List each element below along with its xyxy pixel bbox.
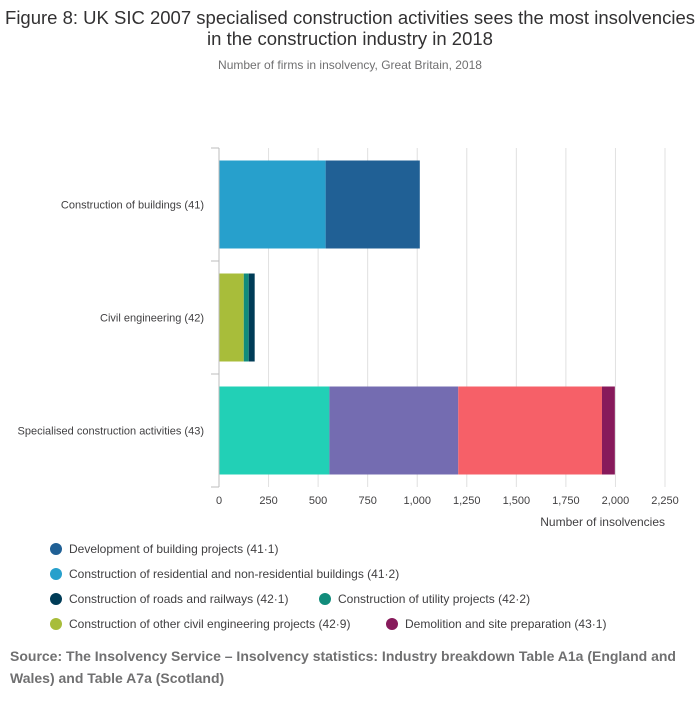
x-tick-label: 1,250	[453, 495, 481, 507]
legend-item: Construction of roads and railways (42·1…	[50, 592, 288, 606]
bar-segment	[325, 160, 420, 249]
legend-label: Construction of utility projects (42·2)	[338, 592, 531, 606]
legend-label: Construction of roads and railways (42·1…	[69, 592, 289, 606]
bar-segment	[329, 386, 459, 475]
bar-segment	[458, 386, 602, 475]
legend-dot	[386, 618, 398, 630]
category-label: Civil engineering (42)	[100, 313, 204, 325]
chart-subtitle: Number of firms in insolvency, Great Bri…	[218, 58, 482, 72]
bar-segment	[601, 386, 615, 475]
x-axis-title: Number of insolvencies	[540, 515, 665, 529]
x-tick-label: 500	[309, 495, 327, 507]
legend-label: Construction of residential and non-resi…	[69, 567, 400, 581]
x-tick-label: 1,000	[403, 495, 431, 507]
legend-dot	[50, 618, 62, 630]
source-note: Source: The Insolvency Service – Insolve…	[10, 648, 676, 686]
legend-dot	[50, 593, 62, 605]
legend-item: Construction of residential and non-resi…	[50, 567, 399, 581]
bar-segment	[219, 273, 244, 362]
x-tick-label: 1,750	[552, 495, 580, 507]
legend-dot	[50, 568, 62, 580]
x-tick-label: 250	[259, 495, 277, 507]
bar-segment	[219, 386, 330, 475]
x-tick-label: 2,250	[651, 495, 679, 507]
category-label: Specialised construction activities (43)	[18, 426, 204, 438]
legend-dot	[50, 543, 62, 555]
legend-label: Construction of other civil engineering …	[69, 617, 351, 631]
legend-label: Development of building projects (41·1)	[69, 542, 279, 556]
legend-dot	[319, 593, 331, 605]
chart-area: Construction of buildings (41) Civil engi…	[18, 147, 679, 529]
bar-segment	[219, 160, 326, 249]
legend-item: Construction of utility projects (42·2)	[319, 592, 530, 606]
chart-title: Figure 8: UK SIC 2007 specialised constr…	[5, 7, 695, 49]
x-tick-label: 750	[358, 495, 376, 507]
bar-segment	[243, 273, 249, 362]
x-tick-label: 2,000	[602, 495, 630, 507]
x-tick-label: 0	[216, 495, 222, 507]
legend-item: Construction of other civil engineering …	[50, 617, 350, 631]
legend-item: Demolition and site preparation (43·1)	[386, 617, 606, 631]
legend-item: Development of building projects (41·1)	[50, 542, 278, 556]
x-tick-label: 1,500	[503, 495, 531, 507]
category-label: Construction of buildings (41)	[61, 200, 204, 212]
bar-segment	[248, 273, 255, 362]
legend-label: Demolition and site preparation (43·1)	[405, 617, 607, 631]
